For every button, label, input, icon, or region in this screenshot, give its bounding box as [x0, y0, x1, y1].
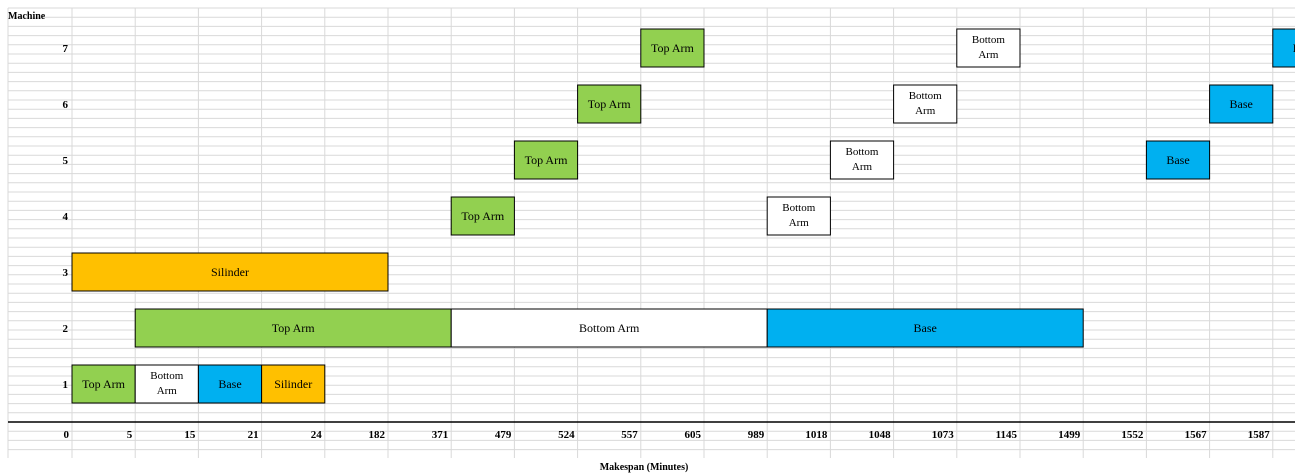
task-bar-label: Bottom Arm	[782, 202, 815, 229]
x-tick-label: 24	[311, 429, 323, 441]
task-bar-label: Top Arm	[272, 321, 315, 335]
task-bar-label: Base	[1293, 41, 1295, 55]
task-bar-silinder	[71, 252, 389, 292]
x-tick-label: 1567	[1185, 429, 1208, 441]
task-bar-label: Top Arm	[651, 41, 694, 55]
x-tick-label: 0	[64, 429, 70, 441]
task-bar-label: Top Arm	[461, 209, 504, 223]
x-tick-label: 15	[184, 429, 196, 441]
x-tick-label: 524	[558, 429, 575, 441]
x-tick-label: 1073	[932, 429, 955, 441]
x-tick-label: 5	[127, 429, 133, 441]
task-bar-label: Base	[1230, 97, 1253, 111]
task-bar-base	[1145, 140, 1211, 180]
task-bar-top-arm	[134, 308, 452, 348]
task-bar-base	[1272, 28, 1295, 68]
x-tick-label: 21	[248, 429, 259, 441]
task-bar-base	[197, 364, 263, 404]
y-tick-label: 1	[63, 379, 69, 391]
task-bar-bottom-arm	[450, 308, 768, 348]
task-bar-top-arm	[640, 28, 705, 68]
task-bar-bottom-arm	[893, 84, 958, 124]
y-tick-label: 5	[63, 155, 69, 167]
axis-labels: Machine Makespan (Minutes)	[8, 11, 688, 473]
x-tick-label: 605	[685, 429, 702, 441]
x-tick-label: 371	[432, 429, 449, 441]
x-tick-label: 1018	[805, 429, 828, 441]
task-bar-label: Bottom Arm	[150, 370, 183, 397]
x-axis-title: Makespan (Minutes)	[600, 462, 689, 473]
task-bar-label: Bottom Arm	[579, 321, 640, 335]
task-bar-top-arm	[577, 84, 642, 124]
task-bar-top-arm	[71, 364, 136, 404]
task-bar-label: Silinder	[274, 377, 312, 391]
task-bar-bottom-arm	[956, 28, 1021, 68]
task-bar-label: Top Arm	[588, 97, 631, 111]
y-tick-label: 6	[63, 99, 69, 111]
x-tick-label: 479	[495, 429, 512, 441]
task-bar-label: Top Arm	[82, 377, 125, 391]
y-tick-label: 4	[63, 211, 69, 223]
task-bar-base	[1209, 84, 1274, 124]
y-axis-title: Machine	[8, 11, 46, 22]
task-bar-label: Bottom Arm	[972, 34, 1005, 61]
task-bar-label: Bottom Arm	[845, 146, 878, 173]
y-tick-label: 3	[63, 267, 69, 279]
task-bar-bottom-arm	[829, 140, 895, 180]
task-bar-label: Base	[1166, 153, 1189, 167]
task-bar-top-arm	[513, 140, 579, 180]
task-bar-label: Bottom Arm	[909, 90, 942, 117]
task-bar-label: Top Arm	[525, 153, 568, 167]
task-bar-silinder	[261, 364, 326, 404]
y-tick-label: 7	[63, 43, 69, 55]
x-tick-label: 1145	[996, 429, 1018, 441]
task-bar-bottom-arm	[134, 364, 199, 404]
task-bar-bottom-arm	[766, 196, 831, 236]
task-bar-label: Base	[218, 377, 241, 391]
x-tick-label: 1552	[1121, 429, 1144, 441]
task-bars: Top Arm Bottom Arm Base Silinder Top Arm Botto…	[71, 28, 1295, 404]
x-tick-label: 1587	[1248, 429, 1271, 441]
x-tick-label: 1499	[1058, 429, 1081, 441]
y-tick-label: 2	[63, 323, 69, 335]
x-tick-label: 182	[369, 429, 386, 441]
task-bar-base	[766, 308, 1084, 348]
task-bar-top-arm	[450, 196, 515, 236]
x-tick-label: 1048	[869, 429, 892, 441]
x-tick-label: 557	[621, 429, 638, 441]
axes: 0 5 15 21 24 182 371 479 524 557 605 989 1018 1048 107…	[8, 43, 1295, 441]
task-bar-label: Base	[914, 321, 937, 335]
task-bar-label: Silinder	[211, 265, 249, 279]
x-tick-label: 989	[748, 429, 765, 441]
